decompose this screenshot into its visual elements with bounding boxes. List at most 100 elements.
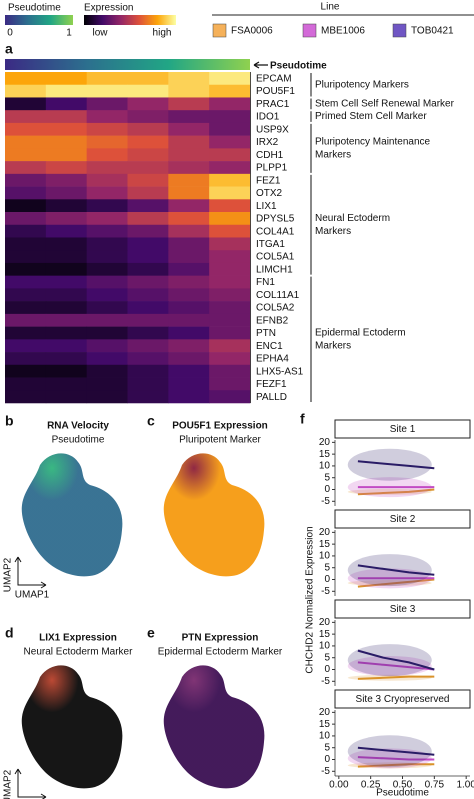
gene-label: EFNB2 — [256, 315, 289, 326]
trend-line — [357, 488, 435, 496]
y-tick-label: 0 — [324, 754, 330, 765]
heatmap-cell — [209, 288, 251, 302]
y-tick-label: 5 — [324, 562, 330, 573]
heatmap-cell — [5, 364, 47, 378]
gene-label: LHX5-AS1 — [256, 366, 304, 377]
heatmap-cell — [209, 364, 251, 378]
heatmap-cell — [86, 161, 128, 175]
panel-title: RNA Velocity — [47, 421, 109, 432]
heatmap-cell — [127, 72, 169, 86]
heatmap-cell — [209, 250, 251, 264]
heatmap-cell — [168, 122, 210, 136]
heatmap-cell — [168, 135, 210, 149]
colorbar-label: low — [92, 28, 108, 39]
group-label: Primed Stem Cell Marker — [315, 111, 427, 122]
heatmap-cell — [209, 161, 251, 175]
heatmap-cell — [86, 199, 128, 213]
gene-label: COL5A1 — [256, 252, 295, 263]
heatmap-cell — [127, 301, 169, 315]
panel-label: c — [147, 413, 155, 429]
heatmap-cell — [168, 377, 210, 391]
heatmap-cell — [86, 288, 128, 302]
facet-title: Site 3 Cryopreserved — [356, 694, 450, 705]
heatmap-cell — [5, 122, 47, 136]
heatmap-cell — [168, 275, 210, 289]
heatmap-cell — [45, 186, 88, 200]
y-tick-label: 20 — [319, 707, 331, 718]
y-tick-label: 5 — [324, 742, 330, 753]
group-label: Pluripotency Maintenance — [315, 137, 431, 148]
heatmap-cell — [45, 110, 88, 124]
panel-subtitle: Neural Ectoderm Marker — [24, 647, 134, 658]
heatmap-cell — [127, 212, 169, 226]
panel-label: d — [5, 625, 14, 641]
y-tick-label: 5 — [324, 472, 330, 483]
heatmap-cell — [209, 301, 251, 315]
heatmap-cell — [209, 313, 251, 327]
heatmap-cell — [209, 326, 251, 340]
heatmap-cell — [168, 390, 210, 404]
heatmap-cell — [209, 377, 251, 391]
legend-title: Line — [321, 2, 340, 13]
gene-label: IRX2 — [256, 137, 279, 148]
heatmap-cell — [45, 173, 88, 187]
heatmap-cell — [45, 390, 88, 404]
heatmap-cell — [45, 135, 88, 149]
point-cloud — [347, 644, 432, 677]
heatmap-cell — [168, 199, 210, 213]
gene-label: CDH1 — [256, 150, 284, 161]
facet-title: Site 3 — [390, 604, 416, 615]
heatmap-cell — [127, 250, 169, 264]
y-tick-label: 0 — [324, 664, 330, 675]
heatmap-cell — [168, 313, 210, 327]
gene-label: DPYSL5 — [256, 214, 295, 225]
legend-label: TOB0421 — [411, 26, 454, 37]
legend-label: MBE1006 — [321, 26, 365, 37]
facet-strip — [334, 689, 471, 709]
bar-label: Pseudotime — [270, 61, 327, 72]
axis-label: UMAP1 — [15, 590, 50, 601]
heatmap-cell — [45, 288, 88, 302]
heatmap-cell — [86, 352, 128, 366]
heatmap-cell — [5, 390, 47, 404]
heatmap-cell — [127, 173, 169, 187]
y-tick-label: -5 — [321, 676, 330, 687]
umap-cloud — [163, 665, 265, 789]
heatmap-cell — [127, 122, 169, 136]
heatmap-cell — [45, 326, 88, 340]
heatmap-cell — [209, 352, 251, 366]
heatmap-cell — [5, 84, 47, 98]
heatmap-cell — [209, 72, 251, 86]
umap-panel: d LIX1 Expression Neural Ectoderm Marker UM… — [3, 625, 133, 799]
heatmap-cell — [5, 199, 47, 213]
gene-label: PTN — [256, 328, 276, 339]
panel-subtitle: Pluripotent Marker — [179, 435, 261, 446]
heatmap-cell — [209, 224, 251, 238]
group-label: Markers — [315, 150, 351, 161]
heatmap-cell — [86, 135, 128, 149]
legend-label: FSA0006 — [231, 26, 273, 37]
heatmap-cell — [5, 250, 47, 264]
heatmap-cell — [86, 237, 128, 251]
panel-title: LIX1 Expression — [39, 633, 117, 644]
facet-strip — [334, 419, 471, 439]
x-tick-label: 1.00 — [456, 780, 474, 791]
heatmap-cell — [86, 275, 128, 289]
gene-label: PLPP1 — [256, 163, 288, 174]
heatmap-cell — [209, 122, 251, 136]
heatmap-cell — [5, 212, 47, 226]
heatmap-cell — [86, 212, 128, 226]
arrow — [253, 61, 268, 69]
heatmap-cell — [45, 313, 88, 327]
legend-title: Expression — [84, 3, 133, 14]
gene-label: EPCAM — [256, 74, 292, 85]
gene-label: FEZF1 — [256, 379, 287, 390]
panel-label: e — [147, 625, 155, 641]
heatmap-cell — [127, 199, 169, 213]
x-axis-label: Pseudotime — [376, 788, 429, 799]
y-tick-label: 10 — [319, 641, 331, 652]
axis-label: UMAP2 — [3, 557, 14, 592]
heatmap-cell — [45, 212, 88, 226]
heatmap-cell — [127, 364, 169, 378]
heatmap-cell — [127, 288, 169, 302]
